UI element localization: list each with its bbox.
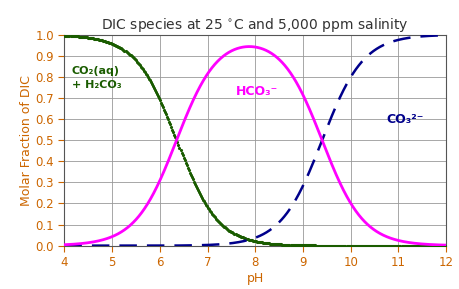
Title: DIC species at 25 $^{\circ}$C and 5,000 ppm salinity: DIC species at 25 $^{\circ}$C and 5,000 … [101, 16, 409, 34]
X-axis label: pH: pH [246, 272, 263, 285]
Y-axis label: Molar Fraction of DIC: Molar Fraction of DIC [20, 75, 33, 205]
Text: CO₂(aq)
+ H₂CO₃: CO₂(aq) + H₂CO₃ [72, 66, 121, 90]
Text: HCO₃⁻: HCO₃⁻ [236, 85, 278, 98]
Text: CO₃²⁻: CO₃²⁻ [386, 113, 423, 125]
